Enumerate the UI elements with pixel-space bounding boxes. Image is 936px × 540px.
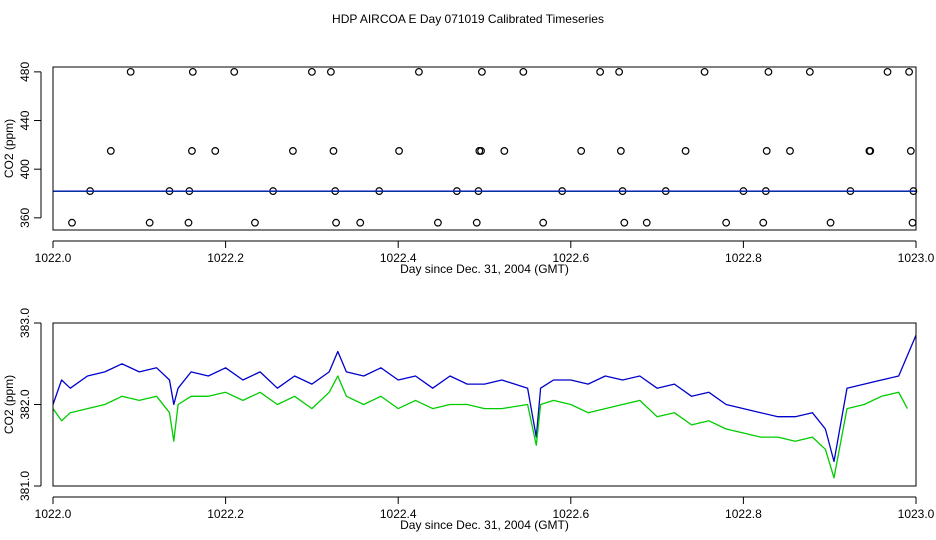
top-data-point xyxy=(145,218,154,227)
top-x-tick-label: 1022.8 xyxy=(725,251,762,265)
top-y-tick-label: 360 xyxy=(18,208,32,228)
top-data-point xyxy=(764,67,773,76)
top-data-point xyxy=(356,218,365,227)
top-data-point xyxy=(905,67,913,76)
top-data-point xyxy=(230,67,239,76)
top-data-point xyxy=(332,218,340,227)
top-y-tick-label: 480 xyxy=(18,62,32,82)
top-data-point xyxy=(477,147,485,155)
top-data-point xyxy=(500,147,509,155)
top-data-point xyxy=(908,218,917,227)
top-data-point xyxy=(519,67,528,76)
top-data-point xyxy=(329,147,338,155)
bottom-series-line-0 xyxy=(52,334,917,463)
top-data-point xyxy=(184,218,193,227)
top-data-point xyxy=(883,67,892,76)
top-data-point xyxy=(472,218,481,227)
top-scatter-panel: 1022.0 1022.2 1022.4 1022.6 1022.8 1023.0 Day … xyxy=(2,62,935,276)
top-y-tick-label: 400 xyxy=(18,159,32,179)
top-data-point xyxy=(805,67,814,76)
top-data-point xyxy=(616,147,625,155)
top-data-point xyxy=(415,67,423,76)
top-data-point xyxy=(906,147,915,155)
top-data-point xyxy=(211,147,220,155)
top-data-point xyxy=(759,218,768,227)
top-data-point xyxy=(722,218,731,227)
top-data-point xyxy=(539,218,548,227)
top-data-point xyxy=(106,147,115,155)
top-data-point xyxy=(577,147,586,155)
top-data-point xyxy=(289,147,297,155)
top-data-point xyxy=(700,67,709,76)
top-data-point xyxy=(620,218,629,227)
top-data-point xyxy=(478,67,486,76)
bottom-y-tick-label: 383.0 xyxy=(18,308,32,338)
top-x-tick-label: 1023.0 xyxy=(898,251,935,265)
top-data-point xyxy=(762,147,771,155)
bottom-x-tick-label: 1023.0 xyxy=(898,507,935,521)
top-data-point xyxy=(866,147,875,155)
top-data-point xyxy=(395,147,403,155)
top-data-point xyxy=(188,147,196,155)
top-data-point xyxy=(681,147,690,155)
top-x-axis-label: Day since Dec. 31, 2004 (GMT) xyxy=(400,262,569,276)
bottom-y-axis-label: CO2 (ppm) xyxy=(2,375,16,434)
top-data-point xyxy=(786,147,794,155)
top-y-tick-label: 440 xyxy=(18,110,32,130)
top-data-point xyxy=(596,67,605,76)
top-y-axis-label: CO2 (ppm) xyxy=(2,119,16,178)
top-data-point xyxy=(826,218,835,227)
figure-title: HDP AIRCOA E Day 071019 Calibrated Times… xyxy=(332,12,604,26)
top-x-tick-label: 1022.0 xyxy=(35,251,72,265)
top-data-point xyxy=(126,67,135,76)
bottom-x-tick-label: 1022.4 xyxy=(380,507,417,521)
bottom-series-line-1 xyxy=(52,375,908,479)
bottom-x-tick-label: 1022.8 xyxy=(725,507,762,521)
top-data-point xyxy=(308,67,316,76)
top-plot-frame xyxy=(52,66,917,231)
top-data-point xyxy=(188,67,197,76)
bottom-y-tick-label: 382.0 xyxy=(18,389,32,419)
top-data-point xyxy=(642,218,651,227)
top-x-tick-label: 1022.4 xyxy=(380,251,417,265)
bottom-line-panel: 1022.0 1022.2 1022.4 1022.6 1022.8 1023.0 Day … xyxy=(2,308,935,532)
bottom-y-tick-label: 381.0 xyxy=(18,471,32,501)
bottom-x-axis-label: Day since Dec. 31, 2004 (GMT) xyxy=(400,518,569,532)
top-x-tick-label: 1022.2 xyxy=(207,251,244,265)
top-x-tick-label: 1022.6 xyxy=(552,251,589,265)
top-data-point xyxy=(326,67,335,76)
top-data-point xyxy=(68,218,76,227)
bottom-x-tick-label: 1022.0 xyxy=(35,507,72,521)
bottom-x-tick-label: 1022.2 xyxy=(207,507,244,521)
top-data-point xyxy=(615,67,624,76)
bottom-x-tick-label: 1022.6 xyxy=(552,507,589,521)
top-data-point xyxy=(251,218,259,227)
top-data-point xyxy=(433,218,442,227)
bottom-plot-frame xyxy=(52,322,917,487)
